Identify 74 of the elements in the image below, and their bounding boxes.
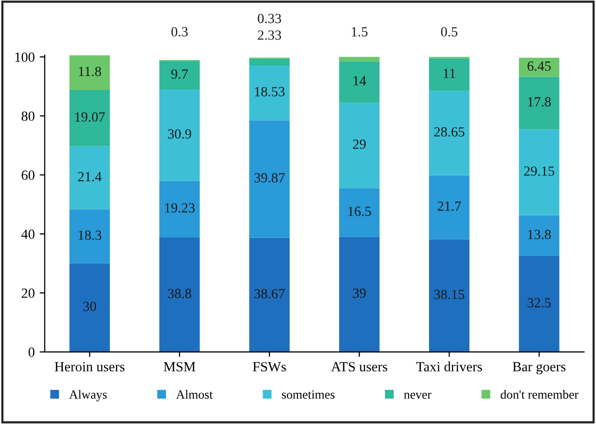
data-label: 9.7 — [171, 69, 188, 79]
bar — [69, 263, 110, 352]
data-label: 38.8 — [168, 288, 192, 298]
bar — [429, 239, 470, 352]
x-tick-label: MSM — [164, 362, 196, 372]
x-tick-label: Bar goers — [512, 362, 566, 374]
data-label: 17.8 — [528, 97, 551, 107]
y-tick-label: 80 — [22, 111, 34, 121]
bar — [249, 238, 290, 352]
data-label: 0.3 — [171, 27, 188, 37]
data-label: 6.45 — [528, 61, 551, 71]
bar — [518, 76, 560, 130]
data-label: 11 — [444, 68, 456, 78]
y-tick-label: 0 — [28, 348, 34, 357]
data-label: 19.07 — [75, 112, 105, 122]
bar — [69, 146, 110, 210]
data-label: 30 — [83, 302, 96, 312]
y-tick-label: 20 — [22, 288, 34, 298]
data-label: 11.8 — [78, 66, 102, 76]
bar — [518, 215, 560, 256]
bar — [69, 209, 110, 264]
legend-label: don't remember — [500, 390, 578, 399]
data-label: 30.9 — [168, 129, 192, 139]
y-tick-label: 100 — [15, 52, 34, 62]
data-label: 21.4 — [78, 172, 102, 182]
bar — [159, 60, 200, 90]
data-label: 29 — [353, 140, 366, 149]
x-tick-label: Heroin users — [54, 362, 124, 372]
bar — [429, 175, 470, 240]
data-label: 13.8 — [528, 230, 551, 240]
bar — [429, 58, 470, 91]
data-label: 38.67 — [254, 288, 285, 298]
legend-label: Almost — [176, 390, 213, 399]
data-label: 21.7 — [438, 202, 461, 211]
bar — [249, 58, 290, 66]
data-label: 39.87 — [254, 173, 285, 183]
bar — [518, 58, 560, 77]
data-label: 28.65 — [434, 127, 464, 137]
y-tick-label: 40 — [21, 229, 34, 239]
bar — [159, 180, 200, 238]
data-label: 18.3 — [78, 230, 102, 240]
bar — [518, 256, 560, 352]
data-label: 1.5 — [352, 27, 368, 37]
bar — [249, 120, 290, 238]
bar — [339, 61, 380, 103]
data-label: 19.23 — [165, 203, 195, 213]
data-label: 2.33 — [258, 30, 282, 40]
x-tick-label: FSWs — [252, 362, 286, 372]
data-label: 32.5 — [528, 298, 551, 308]
bar — [159, 90, 200, 181]
data-label: 29.15 — [524, 166, 554, 176]
data-label: 16.5 — [348, 206, 371, 216]
data-label: 14 — [354, 76, 366, 86]
data-label: 18.53 — [255, 86, 285, 96]
bar — [69, 90, 110, 146]
data-label: 38.15 — [434, 290, 464, 300]
bar — [339, 56, 380, 62]
data-label: 0.5 — [441, 27, 458, 37]
y-tick-label: 60 — [22, 170, 34, 180]
bar — [339, 188, 380, 237]
x-tick-label: Taxi drivers — [416, 362, 482, 372]
bar — [339, 236, 380, 352]
bar — [518, 129, 560, 216]
bar — [159, 237, 200, 352]
legend-label: Always — [69, 390, 107, 402]
data-label: 0.33 — [258, 14, 282, 24]
bar — [249, 66, 290, 120]
data-label: 39 — [353, 288, 366, 298]
bar — [69, 55, 110, 90]
bar — [339, 102, 380, 188]
legend-label: never — [404, 392, 432, 399]
legend-label: sometimes — [282, 390, 335, 399]
bar — [429, 90, 470, 176]
x-tick-label: ATS users — [331, 362, 388, 372]
